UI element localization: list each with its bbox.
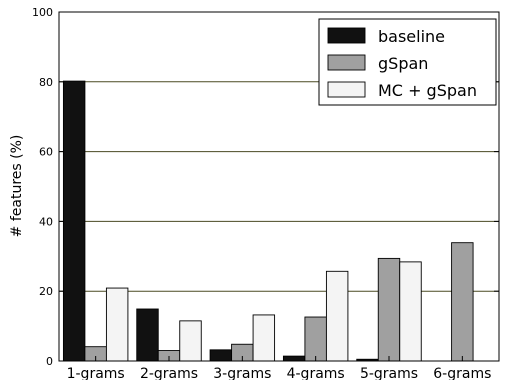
legend: baseline gSpan MC + gSpan: [318, 18, 497, 106]
y-tick-label: 60: [39, 146, 53, 159]
bar-baseline: [282, 355, 306, 362]
x-tick-label: 5-grams: [360, 366, 418, 380]
legend-label-mc-gspan: MC + gSpan: [378, 81, 477, 100]
y-tick-label: 0: [46, 355, 53, 368]
plot-frame: [58, 11, 500, 362]
legend-label-baseline: baseline: [378, 27, 445, 46]
legend-swatch-gspan: [327, 54, 366, 71]
y-tick-label: 20: [39, 285, 53, 298]
bar-mc-gspan: [399, 261, 422, 362]
bar-gspan: [377, 257, 401, 362]
y-tick-label: 80: [39, 76, 53, 89]
x-tick-label: 3-grams: [213, 366, 271, 380]
bar-baseline: [62, 80, 86, 362]
bar-mc-gspan: [325, 270, 349, 362]
x-tick-label: 2-grams: [140, 366, 198, 380]
y-tick-label: 100: [32, 6, 53, 19]
bar-gspan: [304, 316, 327, 362]
bar-baseline: [136, 308, 159, 362]
legend-swatch-baseline: [327, 27, 366, 44]
axis-ticks: 1-grams 2-grams 3-grams 4-grams 5-grams 6-gra…: [32, 6, 499, 382]
gridlines: [59, 81, 499, 292]
x-tick-label: 1-grams: [67, 366, 125, 380]
bar-mc-gspan: [252, 314, 276, 362]
y-tick-label: 40: [39, 215, 53, 228]
x-tick-label: 4-grams: [287, 366, 345, 380]
bar-mc-gspan: [105, 287, 129, 362]
bar-mc-gspan: [179, 320, 202, 362]
y-axis-label: # features (%): [9, 135, 25, 238]
plot-border: [58, 11, 500, 362]
bars: [62, 80, 474, 362]
x-tick-label: 6-grams: [433, 366, 491, 380]
bar-baseline: [209, 349, 233, 362]
bar-gspan: [451, 242, 474, 362]
legend-label-gspan: gSpan: [378, 54, 428, 73]
legend-swatch-mc-gspan: [327, 81, 366, 98]
